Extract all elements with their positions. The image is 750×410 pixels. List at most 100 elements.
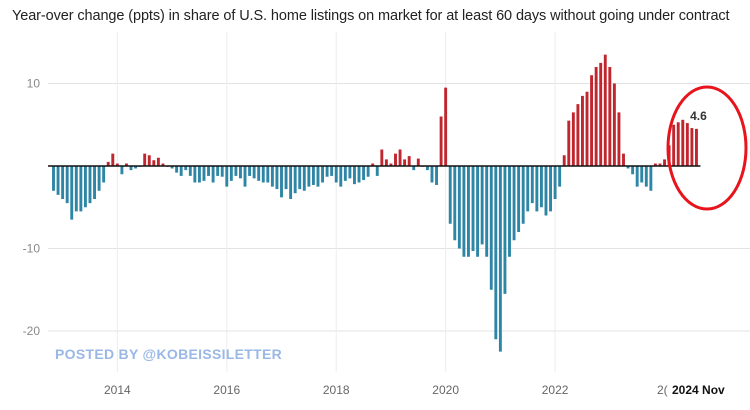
x-tick-label-end: 2024 Nov	[672, 383, 725, 397]
bar	[93, 166, 96, 199]
highlight-circle	[666, 85, 748, 211]
bar	[612, 83, 616, 166]
bar	[512, 166, 516, 241]
bar	[480, 166, 484, 245]
bar	[321, 166, 324, 183]
bar	[371, 163, 375, 166]
bar	[280, 166, 283, 198]
bar	[407, 156, 411, 166]
gridlines	[48, 32, 750, 372]
x-tick-label: 2014	[104, 383, 131, 397]
bar	[70, 166, 74, 220]
bar	[74, 166, 78, 212]
x-tick-label-truncated: 2(	[657, 383, 668, 397]
x-tick-label: 2016	[213, 383, 240, 397]
bar	[284, 166, 288, 190]
bar	[544, 166, 548, 216]
bar	[672, 124, 676, 166]
bar	[170, 166, 174, 169]
bar	[97, 166, 101, 191]
bar	[685, 123, 689, 166]
bar	[252, 166, 256, 179]
bar	[416, 158, 420, 166]
bar	[197, 166, 201, 183]
bar	[202, 166, 206, 181]
bar	[348, 166, 352, 179]
chart-title: Year-over change (ppts) in share of U.S.…	[12, 8, 730, 24]
bar	[394, 153, 397, 167]
bar	[79, 166, 83, 212]
bar	[207, 166, 210, 176]
bar	[453, 166, 457, 241]
bar	[653, 163, 657, 166]
bar	[412, 166, 416, 171]
bar	[102, 166, 106, 183]
bar	[530, 166, 534, 204]
x-tick-label: 2018	[323, 383, 350, 397]
bar	[111, 153, 115, 167]
bar	[106, 161, 110, 167]
bar	[444, 87, 448, 167]
bar	[508, 166, 511, 257]
bar	[603, 54, 607, 167]
bar	[489, 166, 493, 290]
bar	[425, 166, 429, 171]
bar	[448, 166, 452, 224]
bar	[56, 166, 60, 195]
bar	[115, 163, 119, 166]
bar	[599, 62, 603, 167]
bar	[626, 166, 630, 169]
bar	[88, 166, 92, 204]
bar	[384, 159, 388, 166]
bar	[695, 128, 698, 167]
bar	[398, 149, 402, 166]
bar	[562, 155, 566, 166]
bar	[234, 166, 238, 176]
bar	[403, 159, 407, 166]
bar	[535, 166, 539, 212]
bar	[658, 163, 662, 166]
bar	[266, 166, 270, 183]
bar	[289, 166, 293, 199]
bar	[439, 116, 443, 166]
bar	[257, 166, 261, 181]
bar	[179, 166, 183, 176]
watermark: POSTED BY @KOBEISSILETTER	[55, 346, 283, 362]
bar	[261, 166, 265, 183]
bar	[567, 120, 571, 167]
bar	[590, 75, 594, 166]
bar	[243, 166, 247, 187]
bar	[325, 166, 329, 177]
bar	[375, 166, 379, 176]
bar	[311, 166, 315, 185]
axis-labels: 10 -10 -20 2014 2016 2018 2020 2022 2(2024 Nov 4.…	[23, 77, 725, 398]
bar	[553, 166, 557, 199]
bar	[649, 166, 653, 191]
bar	[147, 155, 151, 166]
bar	[435, 166, 438, 185]
bar	[143, 153, 147, 167]
bar	[558, 166, 562, 187]
y-tick-label: -10	[23, 242, 41, 256]
bar	[302, 166, 306, 191]
bar	[585, 91, 589, 166]
bar	[193, 166, 197, 183]
bar	[622, 153, 625, 167]
bar	[152, 160, 156, 166]
bar	[353, 166, 356, 185]
bar	[129, 166, 133, 171]
bar	[343, 166, 347, 181]
bar	[229, 166, 233, 181]
bar	[539, 166, 543, 208]
bar	[330, 166, 334, 176]
data-label: 4.6	[690, 109, 707, 123]
bar	[581, 95, 584, 167]
bar	[220, 166, 224, 177]
bar	[83, 166, 87, 208]
bar	[676, 122, 680, 166]
bar	[494, 166, 498, 340]
bar	[430, 166, 434, 183]
bar	[631, 166, 635, 175]
bar	[549, 166, 552, 212]
bar	[211, 166, 215, 183]
